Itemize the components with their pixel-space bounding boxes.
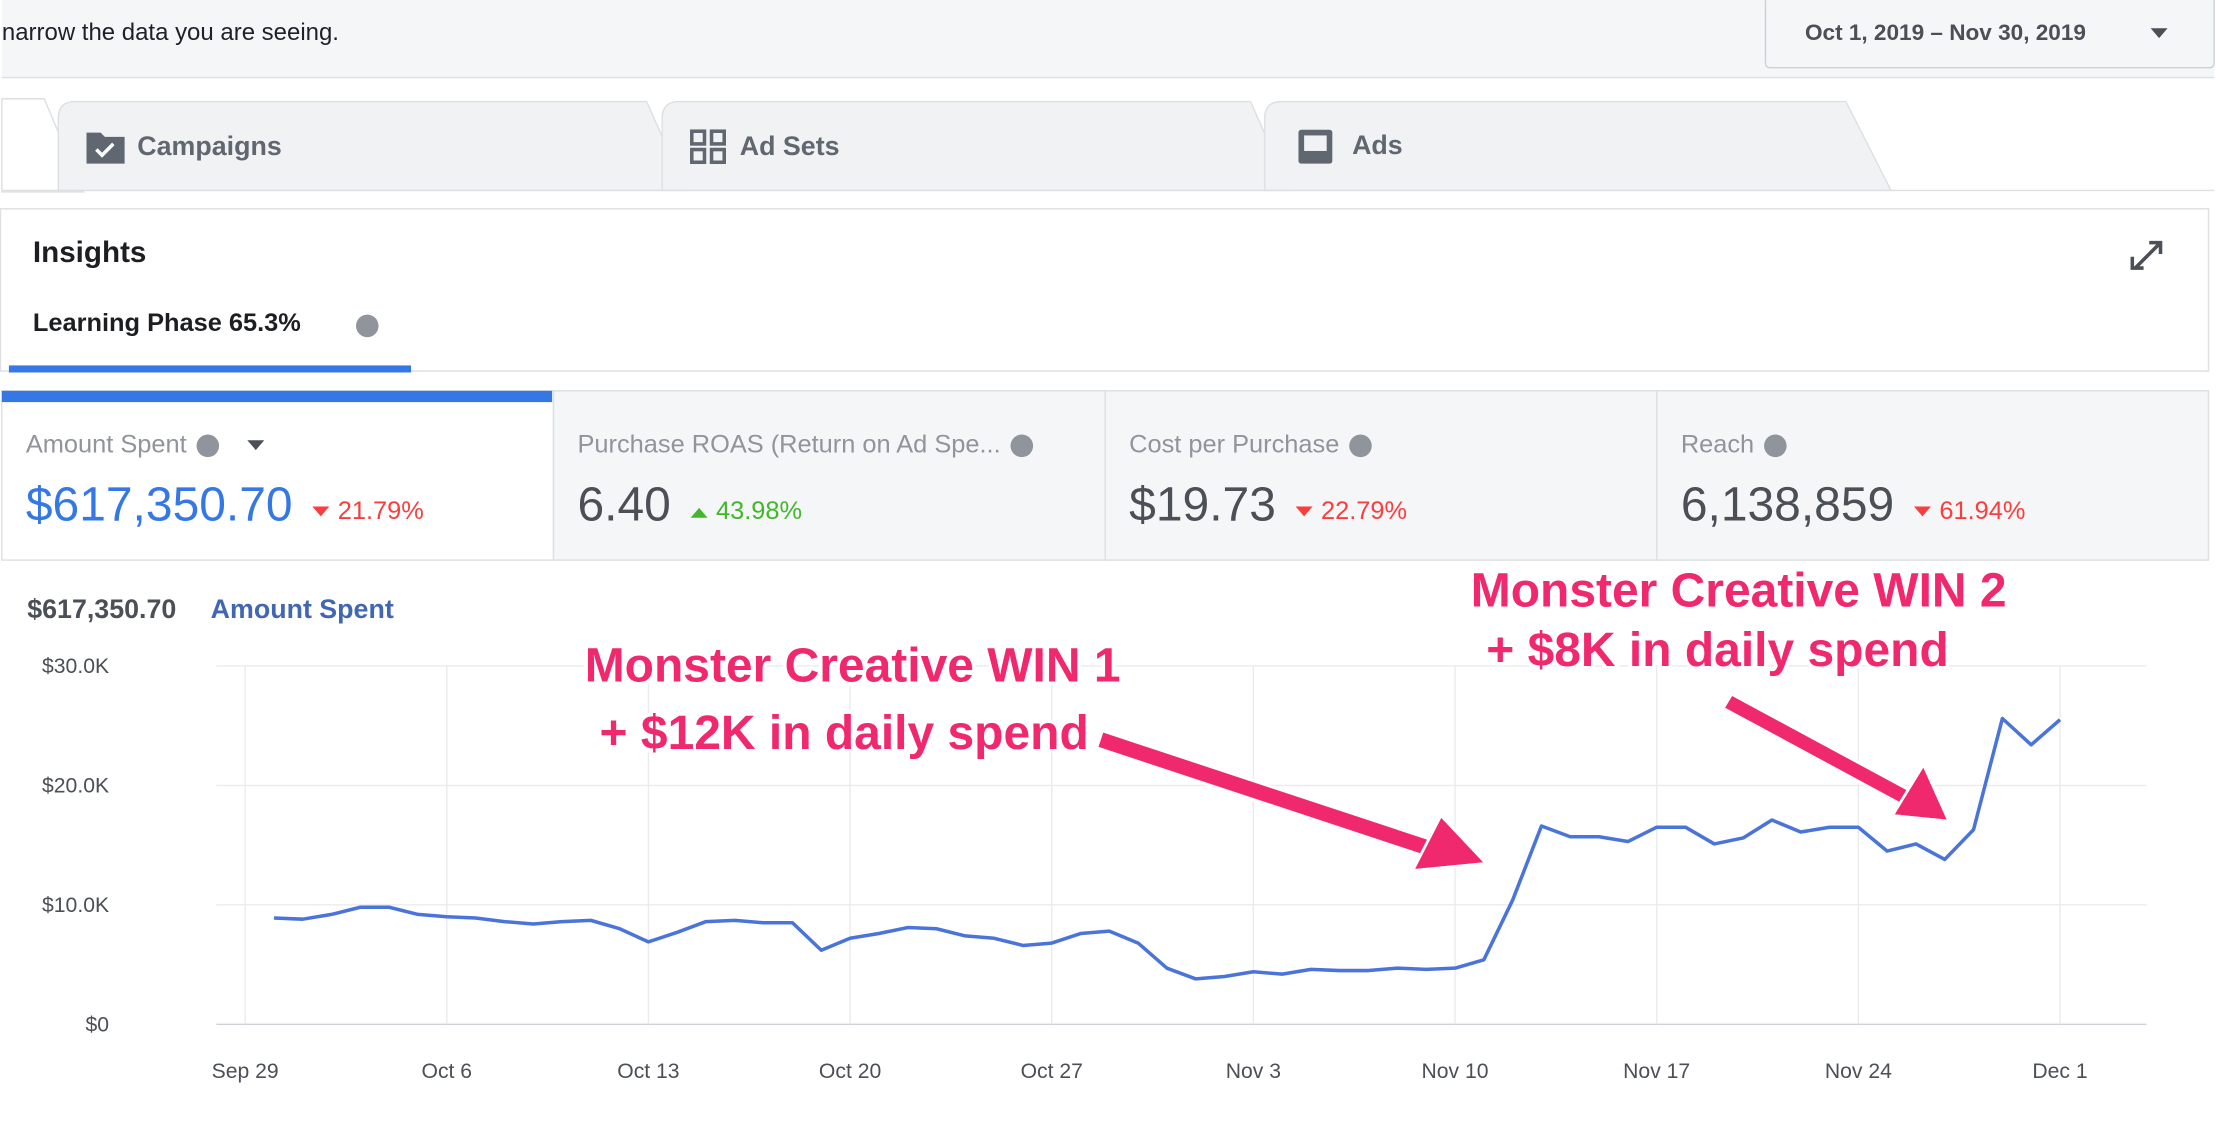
info-icon[interactable]: [1010, 434, 1034, 458]
date-picker[interactable]: [1764, 0, 2215, 69]
metric-value: $19.73: [1129, 479, 1276, 532]
arrow: [1094, 729, 1438, 860]
metric-label: Reach: [1681, 431, 1754, 459]
caret: [2150, 28, 2168, 39]
check: [95, 142, 115, 158]
metric-card[interactable]: [552, 390, 1106, 561]
line-series: [273, 716, 2062, 981]
metric-change: 21.79%: [338, 497, 424, 525]
info-icon[interactable]: [196, 434, 220, 458]
metric-label: Purchase ROAS (Return on Ad Spe...: [578, 431, 1001, 459]
tab-label[interactable]: Ad Sets: [740, 131, 840, 161]
x-tick-label: Dec 1: [2032, 1060, 2087, 1083]
dropdown-caret[interactable]: [247, 440, 265, 451]
tab[interactable]: [57, 100, 688, 192]
metric-value: 6,138,859: [1681, 479, 1894, 532]
annotation: + $12K in daily spend: [600, 707, 1089, 760]
expand-icon[interactable]: [2130, 240, 2163, 270]
metric-label: Cost per Purchase: [1129, 431, 1339, 459]
x-tick-label: Oct 20: [819, 1060, 881, 1083]
x-tick-label: Nov 24: [1825, 1060, 1892, 1083]
campaign-icon: [86, 132, 125, 164]
metric-card[interactable]: [1104, 390, 1658, 561]
date-range[interactable]: Oct 1, 2019 – Nov 30, 2019: [1805, 20, 2086, 45]
metric-card[interactable]: [1, 390, 555, 561]
change-caret: [1295, 506, 1313, 517]
metric-value: 6.40: [578, 479, 671, 532]
metric-value: $617,350.70: [26, 479, 293, 532]
hint: narrow the data you are seeing.: [2, 19, 339, 46]
y-tick-label: $10.0K: [42, 894, 109, 917]
metric-change: 61.94%: [1939, 497, 2025, 525]
info-icon[interactable]: [1764, 434, 1787, 458]
info-icon[interactable]: [1349, 434, 1372, 458]
info-icon[interactable]: [355, 314, 379, 338]
arrow: [1721, 692, 1912, 807]
insights-title: Insights: [33, 236, 147, 269]
tab-label[interactable]: Ads: [1352, 130, 1403, 160]
arrow-head: [1410, 813, 1490, 873]
adsets-icon: [690, 129, 727, 165]
metric-change: 22.79%: [1321, 497, 1407, 525]
change-caret: [312, 506, 330, 517]
tab-underline: [8, 365, 412, 373]
metric-change: 43.98%: [716, 497, 802, 525]
y-tick-label: $30.0K: [42, 655, 109, 678]
tab[interactable]: [1263, 100, 1893, 192]
annotation: Monster Creative WIN 1: [585, 639, 1121, 692]
x-tick-label: Nov 10: [1422, 1060, 1489, 1083]
chart-total: $617,350.70: [27, 594, 176, 624]
annotation-arrows: [1094, 692, 1952, 873]
change-caret: [1913, 506, 1931, 517]
x-tick-label: Oct 6: [421, 1060, 472, 1083]
x-tick-label: Nov 3: [1226, 1060, 1281, 1083]
metric-card[interactable]: [1656, 390, 2210, 561]
annotation: Monster Creative WIN 2: [1471, 565, 2007, 618]
change-caret: [690, 507, 708, 518]
x-tick-label: Nov 17: [1623, 1060, 1690, 1083]
y-tick-label: $0: [86, 1013, 110, 1036]
y-tick-label: $20.0K: [42, 774, 109, 797]
annotation: + $8K in daily spend: [1486, 624, 1949, 677]
active-bar: [1, 390, 553, 403]
ads-icon-screen: [1304, 135, 1327, 151]
chart-series-label: Amount Spent: [211, 594, 394, 624]
insights-panel: [0, 208, 2210, 372]
metric-label: Amount Spent: [26, 431, 187, 459]
x-tick-label: Oct 13: [617, 1060, 679, 1083]
arrow-head: [1890, 761, 1952, 823]
tab-label[interactable]: Campaigns: [137, 131, 281, 161]
tab[interactable]: [661, 100, 1292, 192]
x-tick-label: Oct 27: [1021, 1060, 1083, 1083]
x-tick-label: Sep 29: [212, 1060, 279, 1083]
insights-tab[interactable]: Learning Phase 65.3%: [33, 309, 301, 337]
